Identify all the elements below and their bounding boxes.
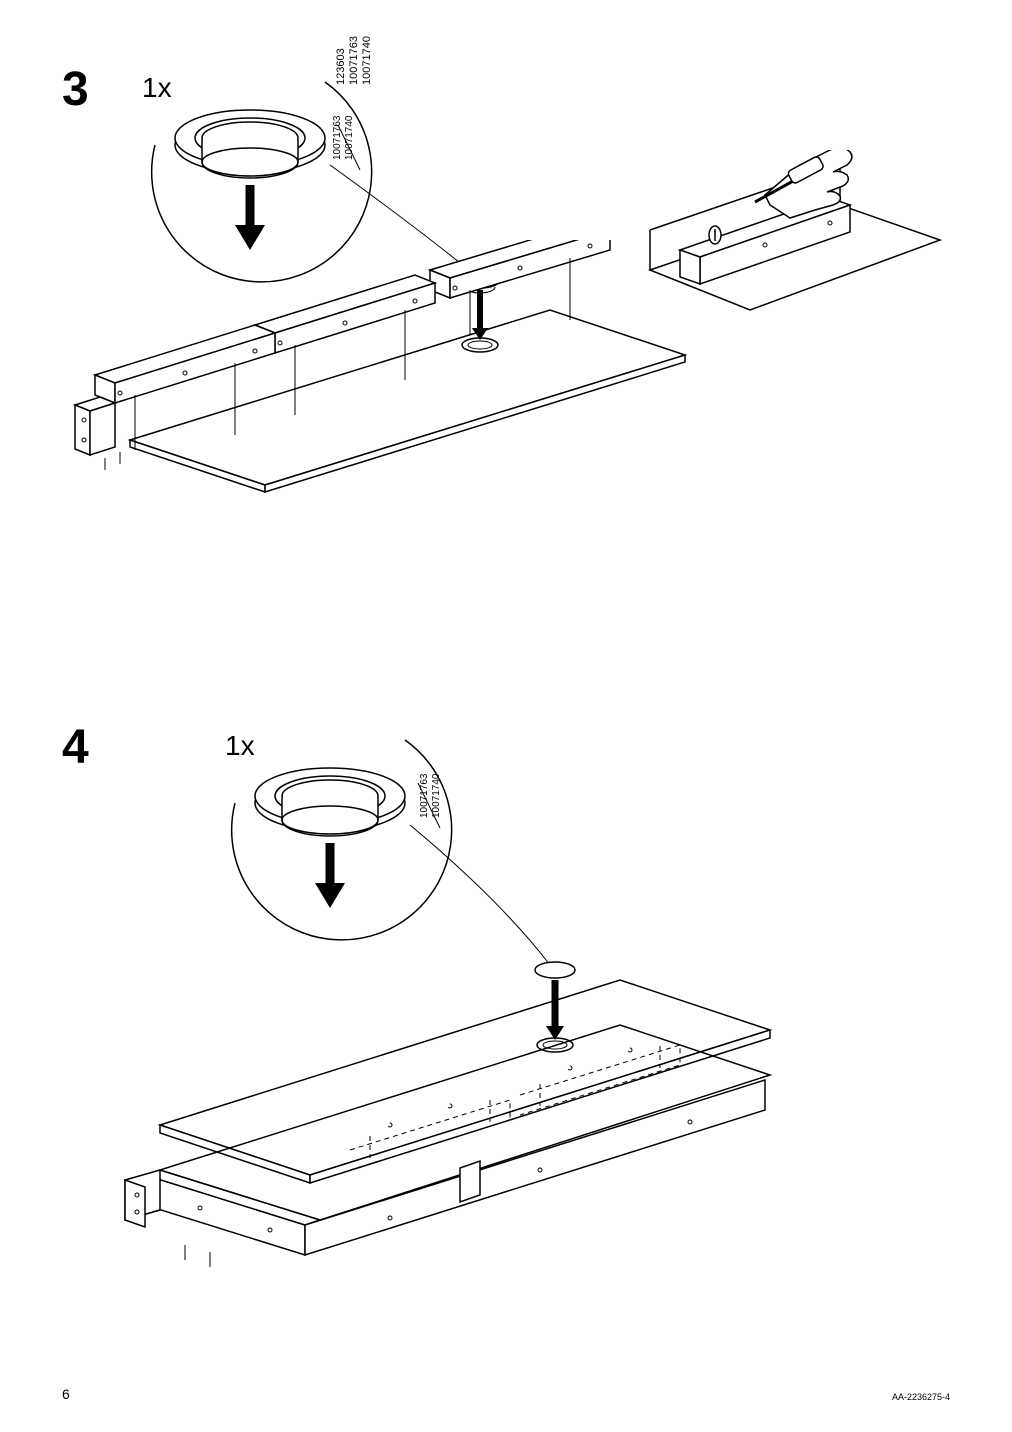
svg-text:10071763: 10071763 bbox=[332, 115, 343, 160]
part-num: 10071740 bbox=[361, 36, 374, 85]
step-number-4: 4 bbox=[62, 720, 89, 775]
board-assembly-3 bbox=[70, 240, 710, 500]
part-num: 123603 bbox=[335, 36, 348, 85]
part-numbers-svg-4: 123603 10071763 10071740 bbox=[415, 748, 475, 828]
svg-text:10071740: 10071740 bbox=[431, 773, 442, 818]
assembled-unit-4 bbox=[90, 950, 830, 1280]
svg-text:10071740: 10071740 bbox=[344, 115, 355, 160]
step-number-3: 3 bbox=[62, 62, 89, 117]
part-num: 10071763 bbox=[348, 36, 361, 85]
doc-id: AA-2236275-4 bbox=[892, 1392, 950, 1402]
page-number: 6 bbox=[62, 1386, 70, 1402]
svg-text:10071763: 10071763 bbox=[419, 773, 430, 818]
svg-text:123603: 123603 bbox=[415, 784, 418, 818]
part-numbers-svg-3: 123603 10071763 10071740 bbox=[328, 90, 388, 170]
part-numbers-3: 123603 10071763 10071740 bbox=[335, 36, 375, 85]
svg-text:123603: 123603 bbox=[328, 126, 331, 160]
hand-inset-3 bbox=[640, 150, 950, 330]
